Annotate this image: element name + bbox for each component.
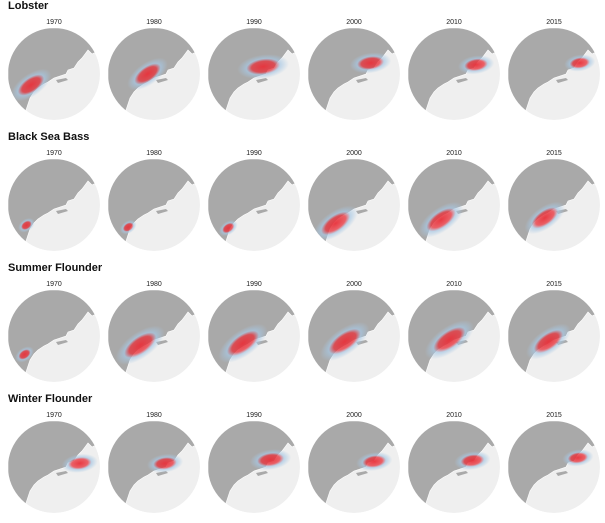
distribution-map xyxy=(408,159,500,251)
distribution-map xyxy=(308,290,400,382)
distribution-map xyxy=(208,290,300,382)
species-title: Black Sea Bass xyxy=(8,131,90,143)
distribution-hotspot xyxy=(218,323,268,363)
year-label: 2010 xyxy=(446,19,462,26)
year-label: 1990 xyxy=(246,19,262,26)
distribution-hotspot xyxy=(524,201,565,235)
year-label: 1970 xyxy=(46,412,62,419)
distribution-map xyxy=(308,421,400,513)
distribution-hotspot xyxy=(320,322,370,362)
year-label: 1980 xyxy=(146,281,162,288)
year-label: 2000 xyxy=(346,150,362,157)
year-label: 2015 xyxy=(546,412,562,419)
island xyxy=(556,471,568,476)
distribution-hotspot xyxy=(115,325,165,365)
island xyxy=(156,209,168,214)
distribution-map xyxy=(408,290,500,382)
distribution-hotspot xyxy=(454,451,491,471)
distribution-map xyxy=(308,159,400,251)
species-panel: Summer Flounder 1970 1980 1990 2000 2010 2015 xyxy=(0,262,605,392)
distribution-hotspot xyxy=(10,68,52,102)
year-label: 1990 xyxy=(246,281,262,288)
distribution-hotspot xyxy=(526,323,571,360)
island xyxy=(56,78,68,83)
island xyxy=(56,340,68,345)
year-label: 1980 xyxy=(146,412,162,419)
island xyxy=(256,78,268,83)
year-label: 1980 xyxy=(146,19,162,26)
distribution-map xyxy=(8,421,100,513)
year-label: 1970 xyxy=(46,281,62,288)
island xyxy=(256,209,268,214)
distribution-hotspot xyxy=(15,346,34,363)
year-label: 2015 xyxy=(546,150,562,157)
island xyxy=(356,471,368,476)
distribution-hotspot xyxy=(458,55,495,75)
species-panel: Lobster 1970 1980 1990 2000 2010 2015 xyxy=(0,0,605,130)
year-label: 1970 xyxy=(46,150,62,157)
distribution-map xyxy=(508,421,600,513)
species-title: Summer Flounder xyxy=(8,262,103,274)
distribution-hotspot xyxy=(424,320,474,360)
year-label: 1970 xyxy=(46,19,62,26)
distribution-map xyxy=(208,159,300,251)
distribution-map xyxy=(408,421,500,513)
distribution-map xyxy=(108,290,200,382)
island xyxy=(56,471,68,476)
species-panel: Winter Flounder 1970 1980 1990 2000 2010 2015 xyxy=(0,393,605,523)
distribution-hotspot xyxy=(127,57,168,91)
year-label: 2015 xyxy=(546,281,562,288)
distribution-hotspot xyxy=(119,219,137,235)
distribution-hotspot xyxy=(18,217,35,233)
distribution-map xyxy=(508,159,600,251)
species-title: Winter Flounder xyxy=(8,393,93,405)
year-label: 2000 xyxy=(346,412,362,419)
distribution-hotspot xyxy=(146,453,184,473)
year-label: 2000 xyxy=(346,281,362,288)
distribution-map xyxy=(108,421,200,513)
distribution-hotspot xyxy=(356,451,393,472)
island xyxy=(456,78,468,83)
species-panel: Black Sea Bass 1970 1980 1990 2000 2010 2015 xyxy=(0,131,605,261)
distribution-hotspot xyxy=(218,219,238,237)
distribution-map xyxy=(208,421,300,513)
distribution-map xyxy=(208,28,300,120)
year-label: 1990 xyxy=(246,150,262,157)
distribution-hotspot xyxy=(562,449,594,467)
distribution-map xyxy=(508,28,600,120)
year-label: 1980 xyxy=(146,150,162,157)
distribution-map xyxy=(8,159,100,251)
island xyxy=(556,78,568,83)
distribution-map xyxy=(108,28,200,120)
island xyxy=(456,471,468,476)
year-label: 2015 xyxy=(546,19,562,26)
island xyxy=(156,78,168,83)
year-label: 2010 xyxy=(446,281,462,288)
distribution-map xyxy=(308,28,400,120)
island xyxy=(356,209,368,214)
year-label: 2010 xyxy=(446,150,462,157)
distribution-hotspot xyxy=(564,54,596,72)
island xyxy=(356,78,368,83)
distribution-hotspot xyxy=(418,201,464,238)
island xyxy=(256,471,268,476)
distribution-hotspot xyxy=(237,54,290,80)
distribution-map xyxy=(108,159,200,251)
species-title: Lobster xyxy=(8,0,49,12)
distribution-hotspot xyxy=(349,52,392,74)
year-label: 1990 xyxy=(246,412,262,419)
distribution-map xyxy=(508,290,600,382)
distribution-hotspot xyxy=(313,205,358,242)
year-label: 2010 xyxy=(446,412,462,419)
distribution-hotspot xyxy=(249,449,292,471)
island xyxy=(56,209,68,214)
year-label: 2000 xyxy=(346,19,362,26)
distribution-map xyxy=(8,290,100,382)
distribution-hotspot xyxy=(61,453,98,473)
distribution-map xyxy=(408,28,500,120)
distribution-map xyxy=(8,28,100,120)
